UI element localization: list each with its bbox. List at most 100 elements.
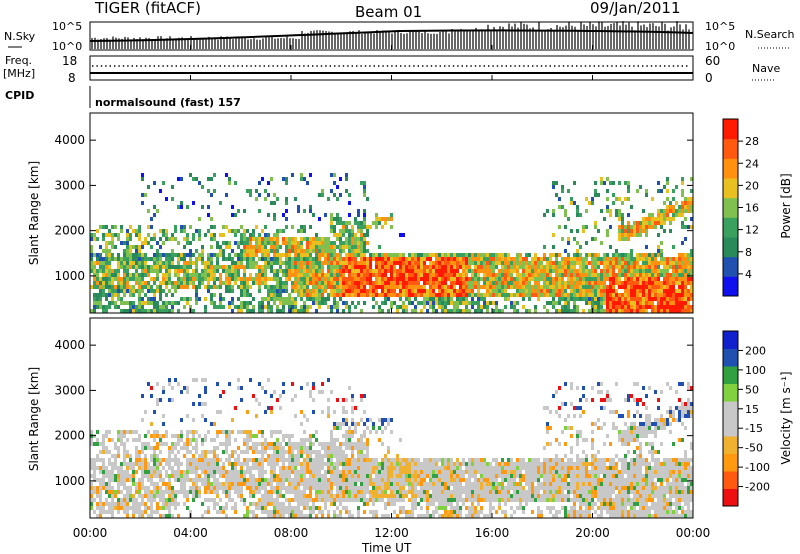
heatmap-cell <box>624 301 627 305</box>
heatmap-cell <box>174 490 177 494</box>
heatmap-cell <box>690 253 693 257</box>
heatmap-cell <box>516 301 519 305</box>
heatmap-cell <box>522 297 525 301</box>
heatmap-cell <box>447 269 450 273</box>
heatmap-cell <box>429 265 432 269</box>
heatmap-cell <box>246 458 249 462</box>
heatmap-cell <box>246 430 249 434</box>
heatmap-cell <box>360 269 363 273</box>
heatmap-cell <box>222 305 225 309</box>
heatmap-cell <box>180 462 183 466</box>
heatmap-cell <box>270 470 273 474</box>
heatmap-cell <box>189 478 192 482</box>
heatmap-cell <box>690 305 693 309</box>
heatmap-cell <box>267 309 270 313</box>
heatmap-cell <box>177 462 180 466</box>
heatmap-cell <box>597 193 600 197</box>
heatmap-cell <box>243 474 246 478</box>
heatmap-cell <box>213 446 216 450</box>
heatmap-cell <box>357 438 360 442</box>
heatmap-cell <box>285 277 288 281</box>
heatmap-cell <box>534 293 537 297</box>
heatmap-cell <box>618 237 621 241</box>
heatmap-cell <box>156 241 159 245</box>
heatmap-cell <box>117 269 120 273</box>
heatmap-cell <box>531 273 534 277</box>
heatmap-cell <box>147 241 150 245</box>
heatmap-cell <box>447 265 450 269</box>
heatmap-cell <box>327 245 330 249</box>
heatmap-cell <box>270 177 273 181</box>
heatmap-cell <box>108 233 111 237</box>
heatmap-cell <box>306 462 309 466</box>
heatmap-cell <box>198 217 201 221</box>
heatmap-cell <box>267 237 270 241</box>
heatmap-cell <box>240 249 243 253</box>
heatmap-cell <box>645 265 648 269</box>
heatmap-cell <box>639 281 642 285</box>
heatmap-cell <box>234 181 237 185</box>
heatmap-cell <box>333 249 336 253</box>
heatmap-cell <box>417 257 420 261</box>
heatmap-cell <box>156 454 159 458</box>
heatmap-cell <box>564 309 567 313</box>
heatmap-cell <box>261 434 264 438</box>
heatmap-cell <box>177 265 180 269</box>
heatmap-cell <box>258 241 261 245</box>
heatmap-cell <box>450 285 453 289</box>
heatmap-cell <box>327 265 330 269</box>
heatmap-cell <box>111 289 114 293</box>
heatmap-cell <box>621 269 624 273</box>
heatmap-cell <box>459 301 462 305</box>
heatmap-cell <box>348 486 351 490</box>
heatmap-cell <box>225 289 228 293</box>
heatmap-cell <box>135 506 138 510</box>
heatmap-cell <box>183 273 186 277</box>
heatmap-cell <box>234 478 237 482</box>
heatmap-cell <box>657 285 660 289</box>
heatmap-cell <box>579 297 582 301</box>
heatmap-cell <box>294 277 297 281</box>
heatmap-cell <box>180 474 183 478</box>
heatmap-cell <box>264 305 267 309</box>
heatmap-cell <box>345 498 348 502</box>
heatmap-cell <box>315 514 318 518</box>
heatmap-cell <box>582 273 585 277</box>
heatmap-cell <box>588 285 591 289</box>
heatmap-cell <box>684 273 687 277</box>
heatmap-cell <box>360 394 363 398</box>
heatmap-cell <box>93 233 96 237</box>
heatmap-cell <box>549 277 552 281</box>
heatmap-cell <box>192 273 195 277</box>
heatmap-cell <box>210 225 213 229</box>
heatmap-cell <box>333 454 336 458</box>
heatmap-cell <box>93 510 96 514</box>
heatmap-cell <box>123 265 126 269</box>
heatmap-cell <box>429 273 432 277</box>
heatmap-cell <box>600 285 603 289</box>
heatmap-cell <box>480 285 483 289</box>
heatmap-cell <box>654 273 657 277</box>
heatmap-cell <box>288 498 291 502</box>
heatmap-cell <box>618 257 621 261</box>
heatmap-cell <box>165 482 168 486</box>
heatmap-cell <box>318 442 321 446</box>
heatmap-cell <box>126 289 129 293</box>
heatmap-cell <box>120 490 123 494</box>
heatmap-cell <box>219 233 222 237</box>
heatmap-cell <box>684 309 687 313</box>
heatmap-cell <box>648 273 651 277</box>
heatmap-cell <box>288 506 291 510</box>
heatmap-cell <box>219 394 222 398</box>
heatmap-cell <box>198 181 201 185</box>
heatmap-cell <box>288 237 291 241</box>
heatmap-cell <box>609 213 612 217</box>
heatmap-cell <box>363 245 366 249</box>
heatmap-cell <box>99 494 102 498</box>
heatmap-cell <box>90 261 93 265</box>
heatmap-cell <box>309 277 312 281</box>
heatmap-cell <box>285 177 288 181</box>
heatmap-cell <box>543 245 546 249</box>
heatmap-cell <box>603 273 606 277</box>
heatmap-cell <box>291 490 294 494</box>
